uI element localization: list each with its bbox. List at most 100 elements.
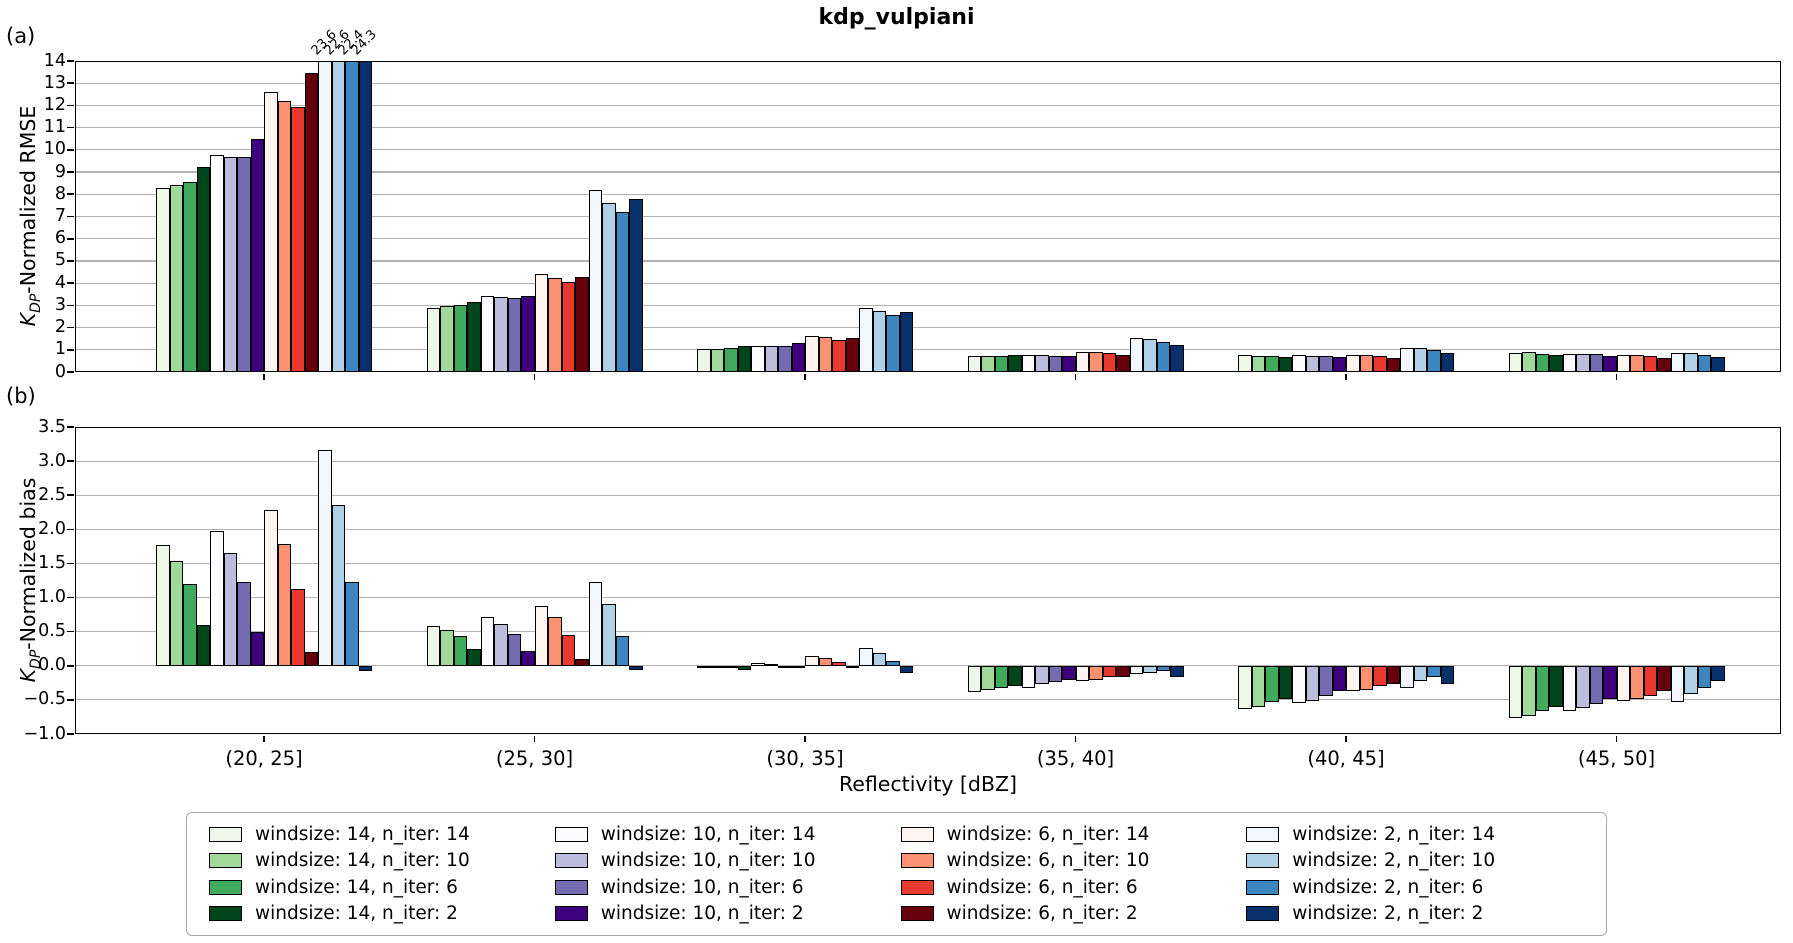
gridline: [75, 282, 1781, 284]
bar: [1535, 665, 1549, 711]
bar: [1062, 665, 1076, 681]
bar: [318, 61, 332, 372]
y-tick-label: 13: [43, 72, 66, 93]
bar: [764, 345, 778, 372]
bar: [1292, 665, 1306, 704]
bar: [196, 166, 210, 372]
legend-label: windsize: 6, n_iter: 10: [946, 850, 1150, 872]
bar: [453, 636, 467, 666]
gridline: [75, 149, 1781, 151]
legend-swatch: [209, 906, 242, 922]
gridline: [75, 171, 1781, 173]
bar: [480, 295, 494, 372]
gridline: [75, 562, 1781, 565]
legend-label: windsize: 2, n_iter: 14: [1292, 823, 1496, 845]
bar: [1549, 665, 1563, 707]
legend-item: windsize: 6, n_iter: 6: [900, 876, 1247, 898]
bar: [223, 552, 237, 666]
bar: [1156, 665, 1170, 672]
legend-swatch: [209, 826, 242, 842]
legend-item: windsize: 14, n_iter: 10: [209, 850, 555, 871]
bar: [981, 356, 995, 372]
y-tick-mark: [67, 193, 74, 196]
y-tick-label: 1.5: [38, 552, 66, 573]
bar: [1156, 342, 1170, 372]
bar: [1589, 665, 1603, 704]
bar: [845, 338, 859, 372]
bar: [778, 665, 792, 668]
bar: [494, 624, 508, 666]
bar: [1400, 347, 1414, 372]
bar: [1386, 665, 1400, 685]
bar: [1657, 665, 1671, 691]
bar: [1562, 353, 1576, 372]
y-tick-mark: [67, 733, 74, 735]
legend-label: windsize: 6, n_iter: 6: [946, 876, 1138, 898]
x-tick-mark: [533, 373, 536, 380]
bar: [1129, 338, 1143, 372]
y-tick-mark: [67, 282, 74, 284]
bar: [467, 301, 481, 372]
y-tick-label: 0.5: [38, 621, 66, 642]
y-tick-label: 10: [43, 139, 66, 160]
bar: [548, 278, 562, 372]
x-axis-label: Reflectivity [dBZ]: [838, 772, 1018, 796]
bar: [1035, 355, 1049, 372]
bar: [250, 139, 264, 372]
bar: [1576, 354, 1590, 372]
bar: [1684, 353, 1698, 372]
bar: [697, 348, 711, 372]
bar: [872, 310, 886, 372]
bar: [453, 305, 467, 372]
panel-b-label: (b): [6, 384, 36, 408]
bar: [615, 212, 629, 372]
legend-swatch: [1246, 853, 1280, 869]
y-tick-mark: [67, 348, 74, 351]
legend-label: windsize: 14, n_iter: 10: [255, 850, 470, 872]
bar: [1373, 356, 1387, 372]
bar: [575, 658, 589, 666]
bar: [426, 308, 440, 372]
y-tick-mark: [67, 664, 74, 667]
bar: [967, 356, 981, 372]
legend-label: windsize: 6, n_iter: 2: [946, 903, 1138, 925]
x-tick-label: (30, 35]: [766, 747, 844, 770]
bar: [345, 581, 359, 666]
legend-item: windsize: 2, n_iter: 6: [1246, 877, 1592, 898]
y-tick-mark: [67, 699, 74, 701]
y-tick-mark: [67, 260, 74, 262]
bar: [1305, 665, 1319, 701]
bar: [697, 665, 711, 668]
bar: [1129, 665, 1143, 674]
bar: [1576, 665, 1590, 709]
bar: [210, 530, 224, 666]
bar: [764, 664, 778, 667]
bar: [805, 656, 819, 666]
y-tick-mark: [67, 82, 74, 84]
bar: [1346, 355, 1360, 372]
bar: [1440, 665, 1454, 684]
legend-swatch: [554, 906, 588, 922]
bar: [1089, 352, 1103, 372]
x-tick-mark: [1345, 735, 1347, 742]
bar: [1048, 665, 1062, 683]
gridline: [75, 215, 1781, 218]
bar: [1413, 665, 1427, 682]
bar: [1535, 353, 1549, 372]
legend-item: windsize: 6, n_iter: 2: [900, 903, 1247, 925]
bar: [1116, 665, 1130, 677]
gridline: [75, 349, 1781, 351]
bar: [629, 199, 643, 372]
y-tick-label: 14: [43, 50, 66, 71]
bar: [548, 617, 562, 666]
gridline: [75, 260, 1781, 262]
bar: [1427, 665, 1441, 678]
bar: [1143, 338, 1157, 372]
x-tick-mark: [533, 735, 536, 742]
y-tick-mark: [67, 149, 74, 151]
gridline: [75, 193, 1781, 195]
gridline: [75, 494, 1781, 496]
legend-label: windsize: 10, n_iter: 6: [600, 876, 804, 898]
y-tick-mark: [67, 237, 74, 240]
